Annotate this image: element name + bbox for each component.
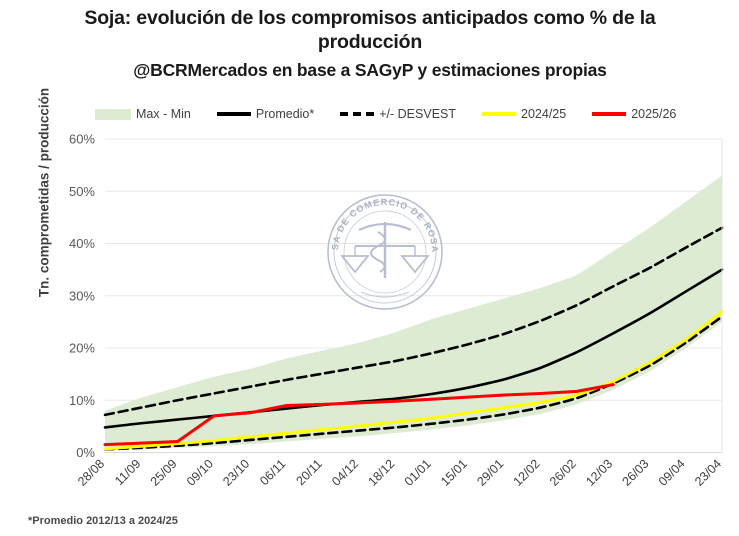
watermark-logo-icon: BOLSA DE COMERCIO DE ROSARIO bbox=[0, 0, 443, 310]
series-2024-25 bbox=[103, 309, 724, 451]
x-tick-label: 12/03 bbox=[583, 457, 615, 489]
title-block: Soja: evolución de los compromisos antic… bbox=[40, 6, 700, 82]
x-tick-label: 23/04 bbox=[692, 457, 724, 489]
x-tick-label: 26/02 bbox=[547, 457, 579, 489]
x-tick-label: 04/12 bbox=[329, 457, 361, 489]
legend-label-promedio: Promedio* bbox=[255, 107, 315, 121]
series--desvest bbox=[103, 226, 724, 417]
series-band-max-min bbox=[105, 175, 722, 451]
x-tick-label: 28/08 bbox=[75, 457, 107, 489]
x-tick-label: 01/01 bbox=[402, 457, 434, 489]
chart-subtitle: @BCRMercados en base a SAGyP y estimacio… bbox=[133, 59, 607, 80]
x-tick-label: 18/12 bbox=[365, 457, 397, 489]
x-tick-label: 20/11 bbox=[294, 457, 325, 488]
y-tick-label: 30% bbox=[69, 288, 95, 303]
y-tick-label: 40% bbox=[69, 236, 95, 251]
y-axis-ticks: 0% 10% 20% 30% 40% 50% 60% bbox=[69, 132, 95, 461]
legend-swatch-line-icon bbox=[216, 112, 251, 116]
footnote: *Promedio 2012/13 a 2024/25 bbox=[28, 515, 178, 527]
legend-label-2024-25: 2024/25 bbox=[521, 107, 567, 121]
legend-item-desvest[interactable]: +/- DESVEST bbox=[340, 107, 456, 121]
x-tick-label: 06/11 bbox=[257, 457, 288, 488]
legend-item-2025-26[interactable]: 2025/26 bbox=[592, 107, 676, 121]
y-tick-label: 0% bbox=[76, 445, 95, 460]
y-tick-label: 60% bbox=[69, 132, 95, 147]
x-tick-label: 23/10 bbox=[220, 457, 252, 489]
x-tick-label: 12/02 bbox=[511, 457, 543, 489]
series-2025-26 bbox=[103, 383, 615, 447]
legend-item-max-min[interactable]: Max - Min bbox=[95, 107, 191, 121]
legend-item-promedio[interactable]: Promedio* bbox=[216, 107, 315, 121]
legend-swatch-dash-icon bbox=[340, 112, 375, 116]
x-tick-label: 26/03 bbox=[620, 457, 652, 489]
x-tick-label: 11/09 bbox=[112, 457, 143, 488]
chart-legend: Max - Min Promedio* +/- DESVEST 2024/25 … bbox=[95, 103, 695, 125]
y-tick-label: 50% bbox=[69, 184, 95, 199]
x-tick-label: 29/01 bbox=[474, 457, 506, 489]
legend-swatch-red-icon bbox=[592, 112, 627, 116]
page-title: Soja: evolución de los compromisos antic… bbox=[84, 7, 656, 54]
x-tick-label: 09/10 bbox=[184, 457, 216, 489]
legend-swatch-band-icon bbox=[95, 108, 131, 120]
x-axis-ticks: 28/08 11/09 25/09 09/10 23/10 06/11 20/11 04/12… bbox=[75, 457, 724, 489]
legend-swatch-yellow-icon bbox=[482, 112, 517, 116]
x-tick-label: 15/01 bbox=[438, 457, 470, 489]
y-tick-label: 20% bbox=[69, 341, 95, 356]
legend-label-max-min: Max - Min bbox=[136, 107, 191, 121]
x-tick-label: 09/04 bbox=[656, 457, 688, 489]
legend-label-2025-26: 2025/26 bbox=[631, 107, 677, 121]
y-tick-label: 10% bbox=[69, 393, 95, 408]
svg-text:BOLSA DE COMERCIO DE ROSARIO: BOLSA DE COMERCIO DE ROSARIO bbox=[0, 0, 440, 253]
legend-item-2024-25[interactable]: 2024/25 bbox=[482, 107, 566, 121]
legend-label-desvest: +/- DESVEST bbox=[379, 107, 457, 121]
x-tick-label: 25/09 bbox=[148, 457, 180, 489]
series-lines bbox=[103, 226, 724, 451]
series--desvest bbox=[103, 315, 724, 451]
